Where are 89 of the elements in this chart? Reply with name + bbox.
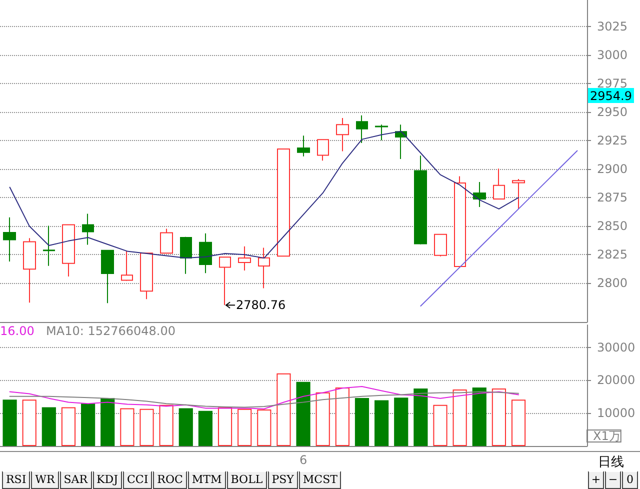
- text: SAR: [60, 471, 92, 489]
- candlestick: [23, 238, 36, 304]
- line-series: [9, 130, 520, 259]
- y-tick-label: 3000: [597, 48, 628, 62]
- bar: [81, 404, 96, 446]
- candlestick: [297, 135, 310, 157]
- x-tick-label: 6: [299, 453, 308, 467]
- bar: [452, 389, 467, 446]
- bar: [2, 400, 17, 446]
- candlestick: [199, 232, 212, 274]
- y-tick-label: 2900: [597, 162, 628, 176]
- candlestick: [317, 138, 329, 162]
- bar: [492, 388, 506, 446]
- bar: [140, 408, 154, 446]
- candlestick: [62, 224, 75, 278]
- candlestick: [473, 182, 486, 208]
- bar: [374, 400, 389, 446]
- candlestick: [336, 117, 349, 152]
- y-tick-label: 2825: [597, 248, 628, 262]
- text: 日线: [598, 454, 624, 471]
- line-series: [420, 150, 578, 307]
- text: −: [605, 471, 621, 489]
- bar: [238, 408, 252, 446]
- bar: [42, 407, 56, 446]
- candlestick: [140, 252, 153, 300]
- text: 2954.9: [590, 89, 632, 103]
- bar: [316, 392, 330, 446]
- y-tick-label: 20000: [597, 373, 636, 388]
- candlestick: [180, 236, 192, 274]
- bar: [178, 408, 193, 446]
- candlestick: [258, 247, 270, 289]
- candlestick: [3, 216, 16, 262]
- text: +: [588, 471, 604, 489]
- bar: [472, 387, 486, 446]
- text: KDJ: [92, 471, 122, 489]
- bar: [394, 398, 408, 446]
- bar: [159, 404, 174, 446]
- bar: [414, 388, 428, 446]
- text: MTM: [188, 471, 226, 489]
- annotation: MA10: 152766048.00: [46, 324, 176, 338]
- candlestick: [356, 114, 368, 144]
- candlestick: [375, 124, 388, 141]
- bar: [198, 410, 212, 446]
- text: ROC: [153, 471, 187, 489]
- bar: [335, 387, 350, 446]
- text: RSI: [2, 471, 30, 489]
- candlestick: [43, 225, 55, 266]
- text: 0: [622, 471, 638, 489]
- bar: [257, 410, 272, 446]
- y-tick-label: 2925: [597, 133, 628, 148]
- y-tick-label: 2800: [597, 276, 628, 290]
- line-series: [9, 386, 520, 410]
- candlestick: [414, 155, 427, 245]
- y-tick-label: 2850: [597, 219, 628, 234]
- line-series: [9, 391, 520, 408]
- y-axis-title: X1万: [593, 429, 621, 443]
- candlestick: [121, 250, 133, 282]
- bar: [296, 382, 310, 446]
- candlestick: [434, 234, 447, 257]
- bar: [61, 407, 76, 446]
- text: CCI: [122, 471, 152, 489]
- text: WR: [31, 471, 59, 489]
- y-tick-label: 2975: [597, 76, 628, 90]
- y-tick-label: 2875: [597, 190, 628, 205]
- candlestick: [493, 168, 505, 200]
- text: BOLL: [226, 471, 267, 489]
- y-tick-label: 30000: [597, 340, 636, 354]
- y-tick-label: 10000: [597, 406, 636, 420]
- annotation: 2780.76: [236, 298, 286, 312]
- y-tick-label: 2950: [597, 104, 628, 119]
- candlestick: [160, 228, 173, 254]
- candlestick: [82, 213, 94, 246]
- bar: [511, 400, 526, 446]
- bar: [120, 408, 134, 446]
- annotation: 16.00: [0, 324, 34, 338]
- bar: [100, 398, 115, 446]
- text: MCST: [298, 471, 342, 489]
- candlestick: [277, 148, 290, 257]
- bar: [433, 404, 448, 446]
- y-tick-label: 3025: [597, 19, 628, 34]
- bar: [354, 398, 370, 446]
- bar: [218, 407, 232, 446]
- candlestick: [512, 178, 525, 210]
- candlestick: [238, 246, 251, 272]
- bar: [276, 373, 291, 446]
- candlestick: [454, 176, 466, 268]
- candlestick: [101, 250, 114, 304]
- bar: [22, 400, 36, 446]
- text: PSY: [268, 471, 298, 489]
